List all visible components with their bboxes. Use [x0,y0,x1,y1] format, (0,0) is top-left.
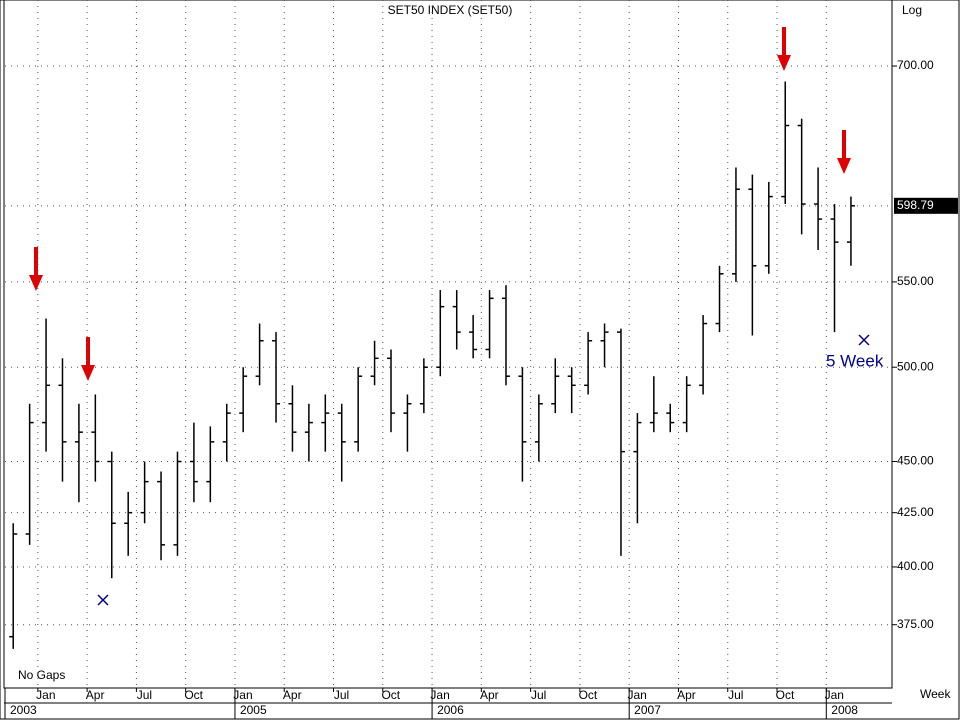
y-tick-label: 700.00 [897,58,934,72]
x-tick-label: Oct [381,688,400,702]
year-label: 2006 [437,703,464,717]
x-tick-label: Jul [334,688,349,702]
x-tick-label: Jul [531,688,546,702]
x-tick-label: Jan [825,688,844,702]
arrow [29,247,43,291]
x-tick-label: Apr [677,688,696,702]
y-tick-label: 500.00 [897,359,934,373]
y-tick-label: 450.00 [897,454,934,468]
x-tick-label: Jan [36,688,55,702]
x-tick-label: Oct [776,688,795,702]
x-tick-label: Apr [283,688,302,702]
x-tick-label: Oct [184,688,203,702]
year-label: 2008 [831,703,858,717]
cross-marker [97,594,109,606]
annotation: 5 Week [826,351,884,370]
y-tick-label: 425.00 [897,505,934,519]
y-tick-label: 550.00 [897,274,934,288]
arrow [81,337,95,381]
arrow [837,130,851,174]
peak-arrows [29,27,851,381]
year-label: 2003 [10,703,37,717]
chart-title: SET50 INDEX (SET50) [388,3,513,17]
period-label: Week [920,687,951,701]
y-tick-label: 400.00 [897,559,934,573]
plot-frame [3,0,893,689]
last-value-box [894,197,958,214]
cross-marker [858,334,870,346]
year-label: 2005 [240,703,267,717]
arrow [777,27,791,71]
x-tick-label: Apr [86,688,105,702]
scale-label: Log [902,3,922,17]
gap-note: No Gaps [18,668,65,682]
x-tick-label: Jan [430,688,449,702]
year-label: 2007 [634,703,661,717]
x-tick-label: Jul [728,688,743,702]
x-tick-label: Apr [480,688,499,702]
x-tick-label: Jan [233,688,252,702]
y-tick-label: 375.00 [897,617,934,631]
x-tick-label: Jul [137,688,152,702]
x-tick-label: Oct [579,688,598,702]
cross-markers [97,334,870,606]
last-value-label: 598.79 [897,198,934,212]
x-tick-label: Jan [628,688,647,702]
